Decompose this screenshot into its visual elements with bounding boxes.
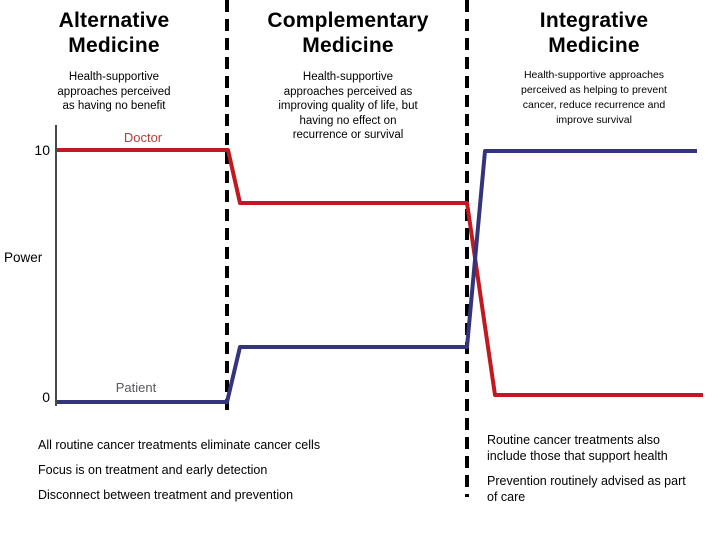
column-complementary: Complementary Medicine Health-supportive… [228, 0, 468, 141]
column-subtitle-integrative: Health-supportive approaches perceived a… [521, 69, 667, 126]
note-left-2: Focus is on treatment and early detectio… [38, 463, 268, 477]
note-right-1: Routine cancer treatments also include t… [487, 433, 668, 463]
y-axis-label-power: Power [4, 250, 43, 265]
column-subtitle-alternative: Health-supportive approaches perceived a… [57, 71, 171, 112]
column-title-integrative: Integrative Medicine [539, 9, 649, 57]
column-title-alternative: Alternative Medicine [58, 9, 170, 57]
column-alternative: Alternative Medicine Health-supportive a… [0, 0, 228, 112]
patient-line [57, 149, 697, 404]
column-integrative: Integrative Medicine Health-supportive a… [468, 0, 720, 126]
doctor-series-label: Doctor [123, 130, 163, 145]
doctor-line [57, 148, 703, 397]
column-title-complementary: Complementary Medicine [267, 9, 429, 57]
patient-series-label: Patient [115, 380, 157, 395]
y-axis-tick-10: 10 [34, 142, 50, 158]
note-right-2: Prevention routinely advised as part of … [487, 474, 686, 504]
column-subtitle-complementary: Health-supportive approaches perceived a… [278, 71, 418, 141]
note-left-3: Disconnect between treatment and prevent… [38, 488, 294, 502]
note-left-1: All routine cancer treatments eliminate … [38, 438, 321, 452]
y-axis-tick-0: 0 [42, 389, 50, 405]
